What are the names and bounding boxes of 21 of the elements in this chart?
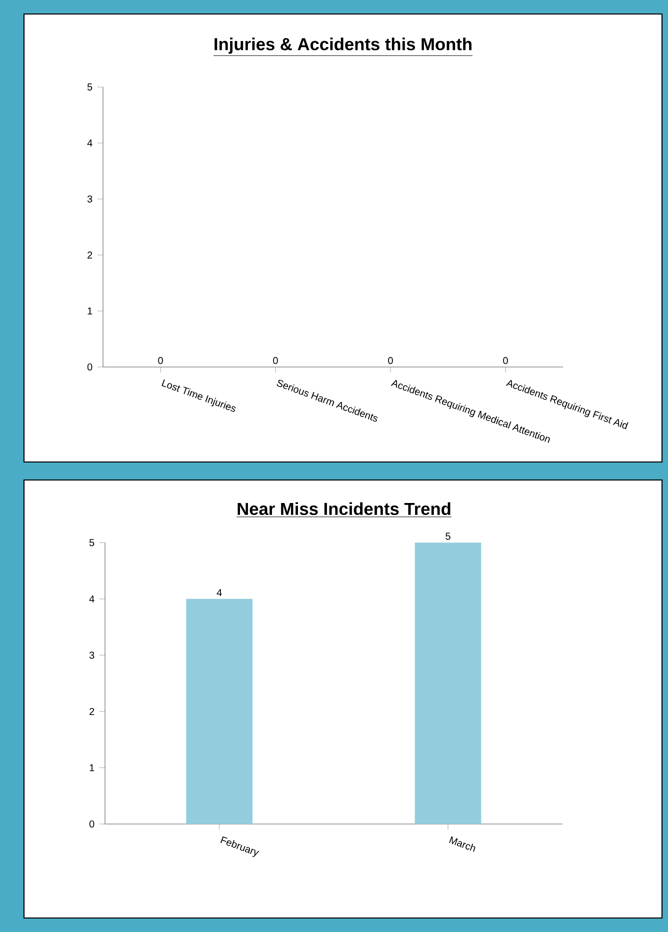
y-tick-label: 4	[89, 595, 94, 602]
y-tick-label: 0	[87, 363, 92, 371]
data-label: 0	[503, 356, 508, 364]
y-tick-label: 3	[89, 652, 94, 659]
y-tick-label: 1	[88, 308, 92, 314]
y-tick-label: 3	[87, 195, 92, 203]
y-tick-label: 5	[89, 539, 94, 546]
y-tick-label: 2	[90, 708, 94, 715]
y-tick-label: 2	[88, 252, 92, 258]
data-label: 5	[446, 532, 450, 540]
data-label: 0	[158, 356, 163, 364]
y-tick-label: 0	[89, 820, 94, 828]
x-tick-label: March	[449, 836, 476, 852]
data-label: 0	[388, 356, 393, 364]
data-label: 4	[216, 589, 222, 596]
y-tick-label: 1	[90, 764, 94, 772]
y-tick-label: 4	[87, 140, 92, 146]
data-label: 0	[273, 356, 278, 364]
y-tick-label: 5	[87, 84, 92, 90]
chart-title: Near Miss Incidents Trend	[238, 502, 450, 516]
chart-title: Injuries & Accidents this Month	[214, 38, 472, 54]
